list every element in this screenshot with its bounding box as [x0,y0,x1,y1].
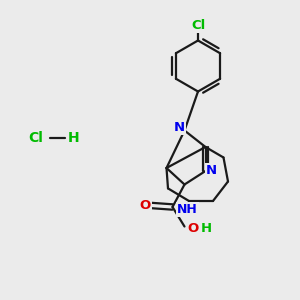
Text: O: O [187,221,199,235]
Text: O: O [139,199,151,212]
Text: H: H [200,221,212,235]
Text: H: H [68,131,79,145]
Text: Cl: Cl [28,131,44,145]
Text: N: N [173,121,185,134]
Text: N: N [206,164,217,178]
Text: NH: NH [177,203,198,216]
Text: Cl: Cl [191,19,205,32]
